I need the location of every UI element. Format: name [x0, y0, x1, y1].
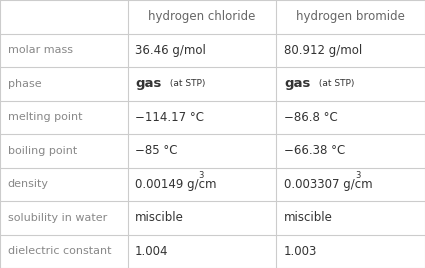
Text: dielectric constant: dielectric constant — [8, 246, 111, 256]
Text: hydrogen bromide: hydrogen bromide — [296, 10, 405, 23]
Text: phase: phase — [8, 79, 41, 89]
Text: −66.38 °C: −66.38 °C — [284, 144, 345, 157]
Text: −85 °C: −85 °C — [135, 144, 178, 157]
Text: miscible: miscible — [135, 211, 184, 224]
Text: (at STP): (at STP) — [316, 79, 354, 88]
Text: density: density — [8, 179, 48, 189]
Text: melting point: melting point — [8, 112, 82, 122]
Text: miscible: miscible — [284, 211, 333, 224]
Text: 1.004: 1.004 — [135, 245, 169, 258]
Text: (at STP): (at STP) — [167, 79, 205, 88]
Text: 36.46 g/mol: 36.46 g/mol — [135, 44, 206, 57]
Text: −114.17 °C: −114.17 °C — [135, 111, 204, 124]
Text: 0.00149 g/cm: 0.00149 g/cm — [135, 178, 217, 191]
Text: 1.003: 1.003 — [284, 245, 317, 258]
Text: molar mass: molar mass — [8, 45, 73, 55]
Text: 0.003307 g/cm: 0.003307 g/cm — [284, 178, 373, 191]
Text: hydrogen chloride: hydrogen chloride — [148, 10, 255, 23]
Text: solubility in water: solubility in water — [8, 213, 107, 223]
Text: 3: 3 — [198, 171, 204, 180]
Text: −86.8 °C: −86.8 °C — [284, 111, 337, 124]
Text: 3: 3 — [355, 171, 361, 180]
Text: gas: gas — [284, 77, 310, 90]
Text: gas: gas — [135, 77, 162, 90]
Text: boiling point: boiling point — [8, 146, 77, 156]
Text: 80.912 g/mol: 80.912 g/mol — [284, 44, 362, 57]
